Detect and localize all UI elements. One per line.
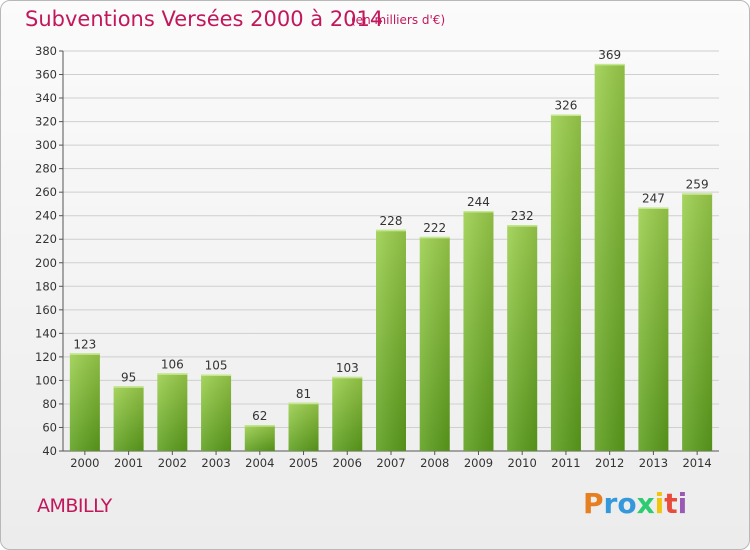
y-tick-label: 120	[35, 350, 57, 364]
bars	[69, 63, 713, 452]
x-tick-label: 2005	[289, 456, 318, 470]
logo-letter: r	[603, 487, 618, 520]
data-labels: 123 95 106 105 62 81 103 228 222 244 232 326 369 247 2…	[73, 48, 708, 423]
bar-shade	[376, 229, 406, 451]
bar-highlight	[507, 225, 538, 227]
bar-highlight	[463, 211, 494, 213]
chart-title: Subventions Versées 2000 à 2014	[25, 7, 384, 31]
logo-letter: o	[617, 487, 637, 520]
bar-highlight	[550, 114, 581, 117]
y-tick-label: 300	[35, 138, 57, 152]
data-label: 228	[380, 214, 403, 228]
bar-highlight	[69, 353, 100, 355]
y-tick-label: 280	[35, 162, 57, 176]
bar-shade	[507, 225, 538, 451]
x-tick-label: 2003	[201, 456, 230, 470]
data-label: 247	[642, 191, 665, 205]
bar-highlight	[332, 376, 363, 379]
bar-shade	[419, 236, 450, 451]
y-tick-label: 100	[35, 373, 57, 387]
x-tick-label: 2014	[682, 456, 711, 470]
bar-highlight	[682, 193, 713, 195]
data-label: 123	[73, 337, 96, 351]
bar-highlight	[288, 402, 319, 405]
bar-shade	[332, 376, 363, 451]
bar-shade	[113, 386, 144, 451]
bar-highlight	[638, 207, 669, 209]
x-tick-label: 2010	[508, 456, 537, 470]
data-label: 62	[252, 409, 267, 423]
data-label: 222	[423, 221, 446, 235]
bar-shade	[550, 114, 581, 451]
y-tick-label: 260	[35, 185, 57, 199]
bar-highlight	[419, 236, 450, 239]
y-tick-label: 380	[35, 44, 57, 58]
y-tick-label: 320	[35, 115, 57, 129]
x-tick-label: 2001	[114, 456, 143, 470]
logo-letter: x	[636, 487, 655, 520]
x-tick-label: 2013	[639, 456, 668, 470]
bar-highlight	[113, 386, 144, 388]
data-label: 103	[336, 361, 359, 375]
y-tick-label: 80	[42, 397, 57, 411]
y-tick-label: 160	[35, 303, 57, 317]
y-tick-label: 220	[35, 232, 57, 246]
bar-highlight	[594, 63, 625, 66]
bar-shade	[157, 373, 188, 451]
chart-subtitle: (en milliers d'€)	[351, 13, 446, 27]
logo-letter: i	[654, 487, 665, 520]
bar-shade	[69, 353, 100, 451]
bar-shade	[682, 193, 713, 451]
x-tick-label: 2011	[551, 456, 580, 470]
data-label: 105	[205, 359, 228, 373]
logo-letter: t	[664, 487, 678, 520]
proxiti-logo: Proxiti	[583, 487, 687, 520]
bar-shade	[463, 211, 494, 451]
y-tick-label: 140	[35, 326, 57, 340]
x-tick-label: 2009	[464, 456, 493, 470]
x-tick-label: 2000	[70, 456, 99, 470]
data-label: 81	[296, 387, 311, 401]
bar-shade	[201, 374, 232, 451]
bar-shade	[594, 63, 625, 452]
data-label: 106	[161, 357, 184, 371]
y-tick-label: 60	[42, 420, 57, 434]
x-tick-label: 2006	[333, 456, 362, 470]
y-tick-label: 40	[42, 444, 57, 458]
x-tick-label: 2008	[420, 456, 449, 470]
bar-shade	[288, 402, 319, 451]
commune-name: AMBILLY	[37, 495, 112, 517]
bar-shade	[244, 425, 275, 451]
bar-shade	[638, 207, 669, 451]
data-label: 232	[511, 209, 534, 223]
y-tick-label: 180	[35, 279, 57, 293]
bar-highlight	[201, 374, 232, 377]
bar-highlight	[157, 373, 188, 375]
logo-letter: P	[583, 487, 604, 520]
data-label: 369	[598, 48, 621, 62]
x-tick-label: 2007	[376, 456, 405, 470]
y-tick-label: 240	[35, 209, 57, 223]
bar-highlight	[244, 425, 275, 427]
logo-letter: i	[677, 487, 688, 520]
x-tick-label: 2002	[158, 456, 187, 470]
y-tick-label: 340	[35, 91, 57, 105]
y-tick-label: 360	[35, 68, 57, 82]
bar-highlight	[376, 229, 406, 232]
data-label: 244	[467, 195, 490, 209]
data-label: 259	[686, 177, 709, 191]
y-tick-label: 200	[35, 256, 57, 270]
data-label: 326	[554, 99, 577, 113]
x-tick-label: 2012	[595, 456, 624, 470]
x-tick-label: 2004	[245, 456, 274, 470]
data-label: 95	[121, 370, 136, 384]
